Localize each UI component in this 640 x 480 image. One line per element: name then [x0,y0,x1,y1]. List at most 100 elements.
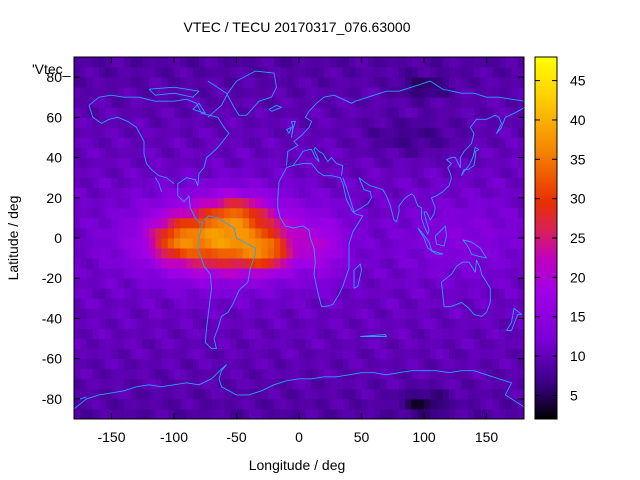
heatmap-cell [392,167,400,179]
heatmap-cell [305,388,312,400]
heatmap-cell [255,127,262,138]
heatmap-cell [286,238,294,249]
heatmap-cell [342,187,350,199]
heatmap-cell [374,328,381,339]
heatmap-cell [292,127,300,138]
heatmap-cell [124,368,131,380]
heatmap-cell [74,388,81,400]
heatmap-cell [286,408,294,419]
heatmap-cell [336,298,344,309]
heatmap-cell [274,288,281,299]
heatmap-cell [74,398,81,410]
heatmap-cell [511,368,519,380]
heatmap-cell [117,87,125,98]
heatmap-cell [461,97,469,108]
heatmap-cell [199,157,206,169]
heatmap-cell [386,107,394,118]
heatmap-cell [374,177,381,189]
heatmap-cell [205,328,212,339]
heatmap-cell [511,318,519,329]
heatmap-cell [261,328,269,339]
heatmap-cell [292,137,300,148]
heatmap-cell [230,348,237,360]
heatmap-cell [186,348,194,360]
heatmap-cell [242,217,250,229]
heatmap-cell [461,187,469,199]
heatmap-cell [74,278,81,289]
heatmap-cell [230,238,237,249]
heatmap-cell [205,378,212,390]
heatmap-cell [274,318,281,329]
heatmap-cell [299,318,306,329]
heatmap-cell [442,167,450,179]
heatmap-cell [386,278,394,289]
heatmap-cell [411,117,419,128]
heatmap-cell [492,298,500,309]
heatmap-cell [211,368,219,380]
heatmap-cell [399,207,406,219]
heatmap-cell [386,308,394,319]
heatmap-cell [486,408,494,419]
heatmap-cell [449,147,456,158]
heatmap-cell [217,97,225,108]
heatmap-cell [267,348,275,360]
heatmap-cell [367,107,375,118]
heatmap-cell [261,288,269,299]
heatmap-cell [261,207,269,219]
heatmap-cell [392,248,400,259]
heatmap-cell [355,187,362,199]
heatmap-cell [292,398,300,410]
heatmap-cell [274,117,281,128]
heatmap-cell [336,348,344,360]
heatmap-cell [130,147,137,158]
heatmap-cell [117,278,125,289]
heatmap-cell [349,238,356,249]
heatmap-cell [311,408,319,419]
heatmap-cell [461,157,469,169]
heatmap-cell [274,187,281,199]
heatmap-cell [155,97,162,108]
heatmap-cell [511,67,519,78]
heatmap-cell [74,318,81,329]
heatmap-cell [311,278,319,289]
heatmap-cell [492,238,500,249]
heatmap-cell [411,167,419,179]
heatmap-cell [324,157,331,169]
heatmap-cell [205,217,212,229]
heatmap-cell [286,298,294,309]
heatmap-cell [517,57,524,68]
heatmap-cell [224,217,231,229]
heatmap-cell [374,408,381,419]
heatmap-cell [467,278,475,289]
heatmap-cell [242,57,250,68]
heatmap-cell [80,388,87,400]
heatmap-cell [292,187,300,199]
heatmap-cell [505,117,512,128]
heatmap-cell [186,258,194,269]
x-tick-label: 50 [354,429,370,445]
heatmap-cell [380,197,387,209]
heatmap-cell [86,248,94,259]
heatmap-cell [336,308,344,319]
heatmap-cell [311,328,319,339]
heatmap-cell [474,258,481,269]
heatmap-cell [442,298,450,309]
heatmap-cell [230,57,237,68]
heatmap-cell [161,308,169,319]
heatmap-cell [442,268,450,279]
heatmap-cell [486,87,494,98]
heatmap-cell [142,378,150,390]
heatmap-cell [174,368,181,380]
heatmap-cell [467,97,475,108]
heatmap-cell [405,137,412,148]
heatmap-cell [211,197,219,209]
heatmap-cell [117,338,125,350]
heatmap-cell [180,278,187,289]
heatmap-cell [186,67,194,78]
heatmap-cell [130,348,137,360]
heatmap-cell [386,77,394,88]
heatmap-cell [267,117,275,128]
heatmap-cell [411,217,419,229]
heatmap-cell [455,137,462,148]
heatmap-cell [180,318,187,329]
